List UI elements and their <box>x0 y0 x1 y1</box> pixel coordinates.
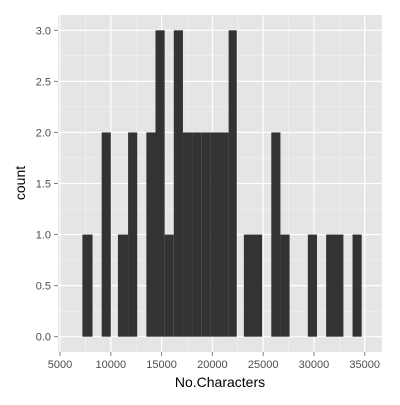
histogram-bar <box>243 234 263 337</box>
x-tick-label: 25000 <box>248 359 279 371</box>
x-axis-label: No.Characters <box>175 374 265 390</box>
histogram-bar <box>280 234 290 337</box>
y-tick-label: 2.5 <box>36 76 51 88</box>
histogram-bars <box>82 30 362 337</box>
x-tick-label: 15000 <box>146 359 177 371</box>
y-tick-label: 1.0 <box>36 230 51 242</box>
histogram-bar <box>146 132 156 337</box>
histogram-bar <box>201 132 211 337</box>
y-axis-label: count <box>12 166 28 200</box>
histogram-bar <box>182 132 193 337</box>
x-tick-label: 35000 <box>349 359 380 371</box>
x-axis-ticks: 5000 10000 15000 20000 25000 30000 35000 <box>48 352 380 371</box>
histogram-bar <box>307 234 317 337</box>
histogram-bar <box>326 234 344 337</box>
x-tick-label: 10000 <box>96 359 127 371</box>
histogram-bar <box>352 234 362 337</box>
y-tick-label: 0.5 <box>36 281 51 293</box>
histogram-bar <box>173 30 183 337</box>
x-tick-label: 5000 <box>48 359 72 371</box>
histogram-bar <box>219 132 229 337</box>
histogram-bar <box>155 30 165 337</box>
y-tick-label: 0.0 <box>36 332 51 344</box>
y-axis-ticks: 0.0 0.5 1.0 1.5 2.0 2.5 3.0 <box>36 25 58 344</box>
histogram-bar <box>192 132 202 337</box>
y-tick-label: 3.0 <box>36 25 51 37</box>
histogram-bar <box>128 132 138 337</box>
histogram-bar <box>82 234 93 337</box>
y-tick-label: 1.5 <box>36 179 51 191</box>
histogram-bar <box>210 132 220 337</box>
x-tick-label: 30000 <box>299 359 330 371</box>
histogram-bar <box>164 234 174 337</box>
histogram-bar <box>228 30 237 337</box>
y-tick-label: 2.0 <box>36 127 51 139</box>
x-tick-label: 20000 <box>197 359 228 371</box>
histogram-bar <box>117 234 129 337</box>
histogram-bar <box>271 132 281 337</box>
histogram-bar <box>101 132 111 337</box>
